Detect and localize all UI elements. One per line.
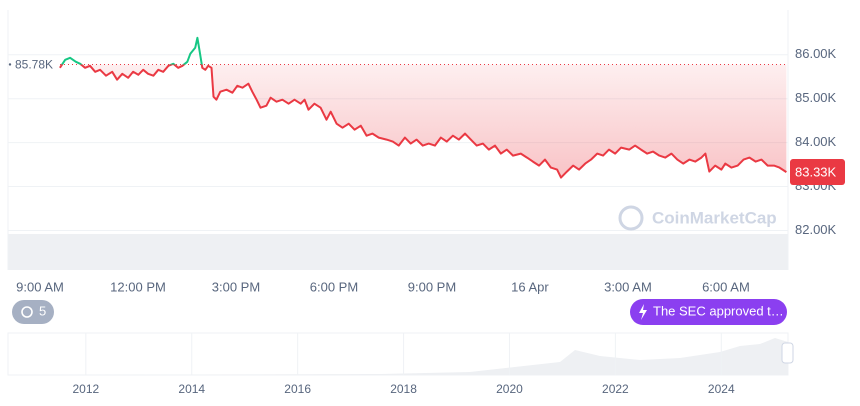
reference-label: 85.78K bbox=[15, 58, 53, 72]
navigator-tick-label: 2018 bbox=[390, 382, 417, 396]
y-tick-label: 82.00K bbox=[795, 222, 837, 237]
watermark: CoinMarketCap bbox=[618, 205, 777, 231]
navigator-tick-label: 2020 bbox=[496, 382, 523, 396]
navigator-tick-label: 2014 bbox=[178, 382, 205, 396]
volume-band bbox=[8, 234, 788, 270]
price-line bbox=[59, 36, 787, 179]
x-tick-label: 12:00 PM bbox=[110, 279, 166, 294]
annotation-text: The SEC approved t… bbox=[653, 303, 784, 318]
x-tick-label: 9:00 AM bbox=[16, 279, 64, 294]
x-tick-label: 3:00 AM bbox=[604, 279, 652, 294]
x-tick-label: 6:00 PM bbox=[310, 279, 358, 294]
events-badge[interactable]: 5 bbox=[12, 300, 54, 324]
price-area bbox=[59, 64, 787, 178]
events-count: 5 bbox=[39, 303, 46, 318]
navigator-tick-label: 2012 bbox=[72, 382, 99, 396]
navigator-tick-label: 2016 bbox=[284, 382, 311, 396]
annotation-pill[interactable]: The SEC approved t… bbox=[630, 299, 787, 325]
navigator-tick-label: 2022 bbox=[602, 382, 629, 396]
navigator-tick-label: 2024 bbox=[708, 382, 735, 396]
current-price-label: 83.33K bbox=[795, 164, 837, 179]
x-tick-label: 6:00 AM bbox=[702, 279, 750, 294]
current-price-tag bbox=[790, 159, 845, 186]
x-tick-label: 9:00 PM bbox=[408, 279, 456, 294]
y-tick-label: 85.00K bbox=[795, 90, 837, 105]
x-tick-label: 16 Apr bbox=[511, 279, 549, 294]
navigator-handle[interactable] bbox=[781, 342, 794, 364]
navigator-area bbox=[8, 338, 788, 375]
y-tick-label: 86.00K bbox=[795, 46, 837, 61]
x-tick-label: 3:00 PM bbox=[212, 279, 260, 294]
reference-dot bbox=[8, 63, 12, 66]
y-tick-label: 84.00K bbox=[795, 134, 837, 149]
watermark-text: CoinMarketCap bbox=[652, 208, 777, 227]
